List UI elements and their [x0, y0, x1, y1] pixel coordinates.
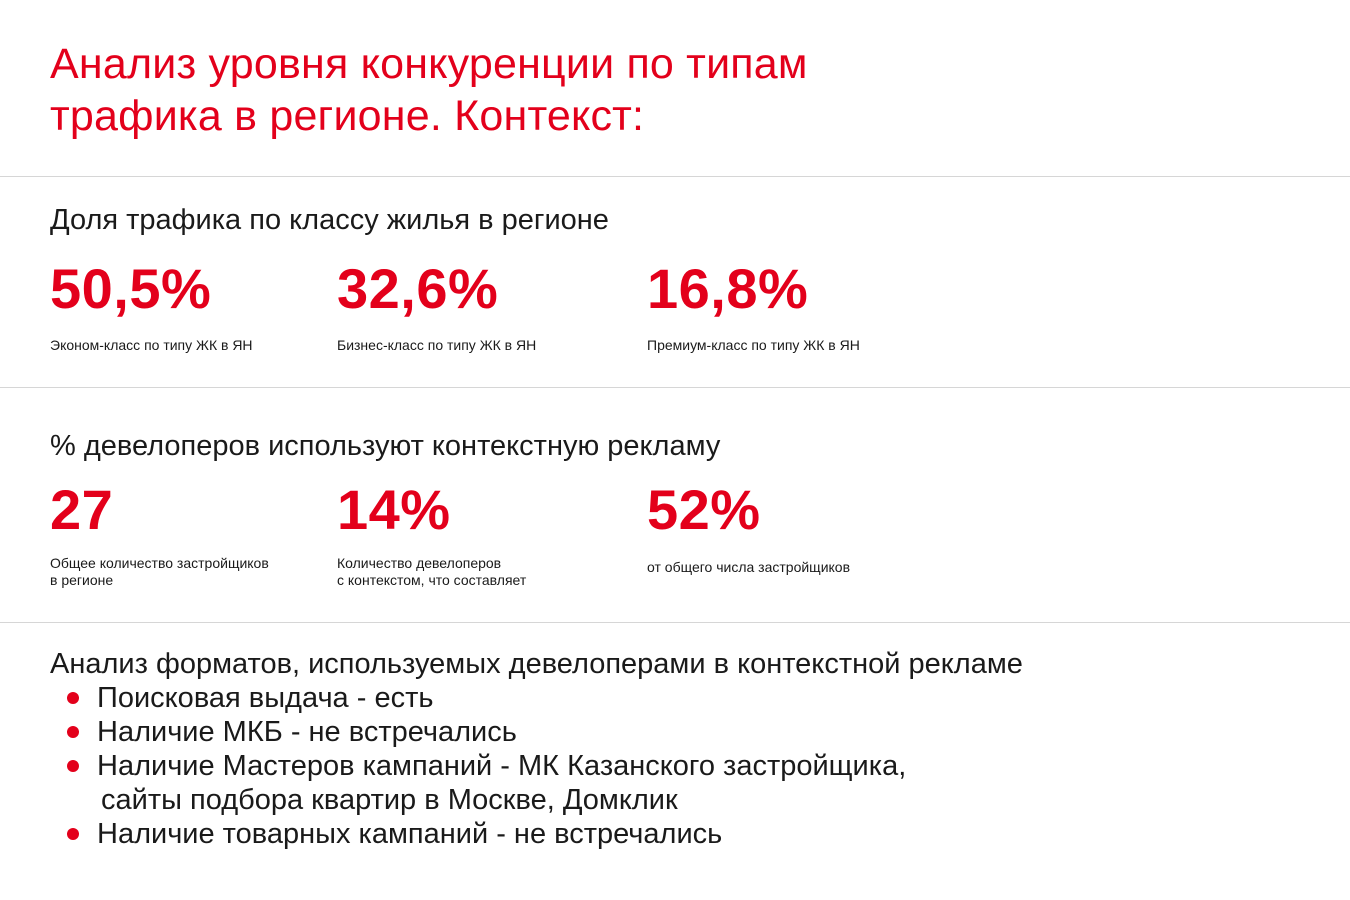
list-item-text-continued: сайты подбора квартир в Москве, Домклик: [101, 784, 678, 816]
list-item-text: Поисковая выдача - есть: [97, 682, 434, 714]
list-item: Поисковая выдача - есть: [50, 681, 1250, 715]
bullet-dot-icon: [67, 760, 79, 772]
list-item-text: Наличие Мастеров кампаний - МК Казанског…: [97, 750, 907, 782]
list-item-text: Наличие МКБ - не встречались: [97, 716, 517, 748]
formats-section: Анализ форматов, используемых девелопера…: [50, 647, 1250, 851]
stat-business: 32,6% Бизнес-класс по типу ЖК в ЯН: [337, 259, 607, 354]
stat-caption: Эконом-класс по типу ЖК в ЯН: [50, 337, 253, 353]
developers-heading: % девелоперов используют контекстную рек…: [50, 430, 721, 462]
stat-economy: 50,5% Эконом-класс по типу ЖК в ЯН: [50, 259, 320, 354]
stat-caption: Премиум-класс по типу ЖК в ЯН: [647, 337, 860, 353]
stat-value: 50,5%: [50, 257, 212, 320]
stat-caption: Общее количество застройщиков в регионе: [50, 555, 269, 588]
stat-value: 16,8%: [647, 257, 809, 320]
bullet-dot-icon: [67, 828, 79, 840]
page-title: Анализ уровня конкуренции по типам трафи…: [50, 38, 1050, 142]
title-line-1: Анализ уровня конкуренции по типам: [50, 40, 808, 88]
bullet-dot-icon: [67, 726, 79, 738]
stat-premium: 16,8% Премиум-класс по типу ЖК в ЯН: [647, 259, 917, 354]
list-item: Наличие товарных кампаний - не встречали…: [50, 817, 1250, 851]
stat-developers-with-context: 14% Количество девелоперов с контекстом,…: [337, 480, 607, 589]
stat-value: 32,6%: [337, 257, 499, 320]
stat-value: 27: [50, 478, 114, 541]
stat-share-of-developers: 52% от общего числа застройщиков: [647, 480, 917, 576]
title-line-2: трафика в регионе. Контекст:: [50, 92, 645, 140]
bullet-dot-icon: [67, 692, 79, 704]
traffic-share-heading: Доля трафика по классу жилья в регионе: [50, 204, 609, 236]
stat-caption: от общего числа застройщиков: [647, 559, 851, 575]
stat-value: 14%: [337, 478, 451, 541]
divider-middle: [0, 387, 1350, 388]
divider-bottom: [0, 622, 1350, 623]
formats-list: Поисковая выдача - есть Наличие МКБ - не…: [50, 681, 1250, 851]
list-item: Наличие МКБ - не встречались: [50, 715, 1250, 749]
formats-heading: Анализ форматов, используемых девелопера…: [50, 648, 1023, 680]
list-item: Наличие Мастеров кампаний - МК Казанског…: [50, 749, 1250, 817]
stat-value: 52%: [647, 478, 761, 541]
stat-caption: Количество девелоперов с контекстом, что…: [337, 555, 527, 588]
divider-top: [0, 176, 1350, 177]
stat-caption: Бизнес-класс по типу ЖК в ЯН: [337, 337, 537, 353]
stat-total-developers: 27 Общее количество застройщиков в регио…: [50, 480, 320, 589]
list-item-text: Наличие товарных кампаний - не встречали…: [97, 818, 723, 850]
